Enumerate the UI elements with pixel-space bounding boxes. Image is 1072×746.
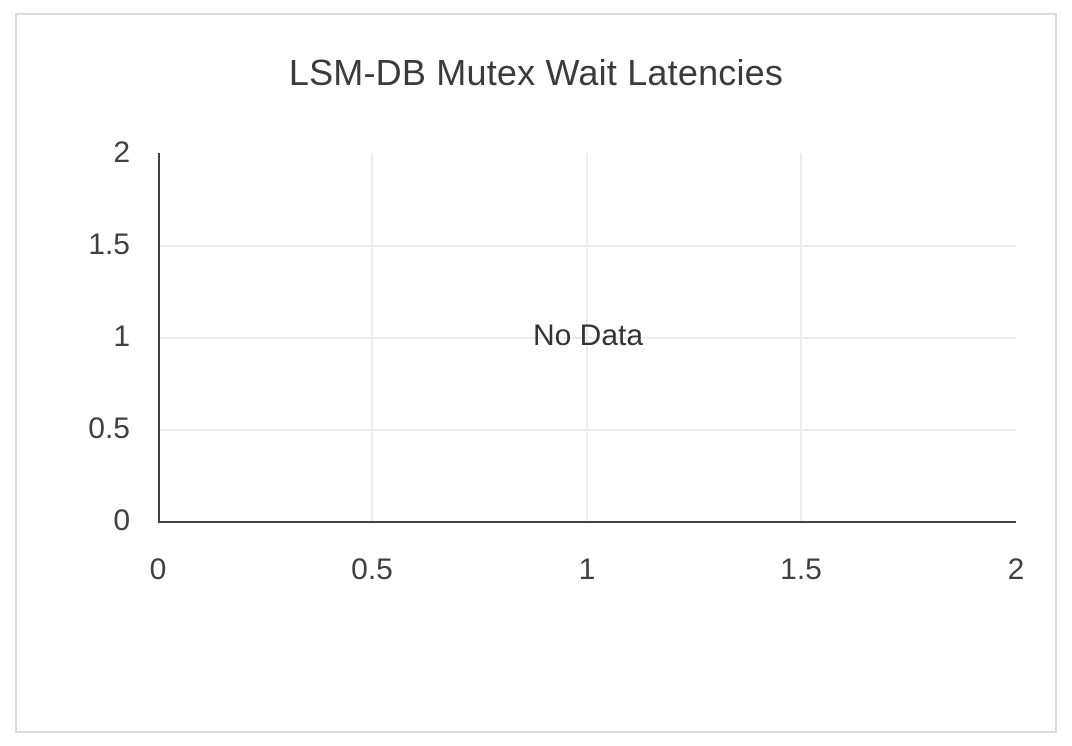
- gridline-y-0.5: [160, 429, 1016, 431]
- gridline-y-1: [160, 337, 1016, 339]
- y-tick-label: 1.5: [88, 228, 130, 261]
- no-data-label: No Data: [532, 319, 644, 352]
- x-tick-label: 0.5: [351, 553, 393, 586]
- chart-card: [15, 13, 1057, 733]
- x-tick-label: 2: [1007, 553, 1025, 586]
- y-tick-label: 0: [113, 504, 130, 537]
- gridline-y-1.5: [160, 245, 1016, 247]
- plot-area: No Data: [160, 153, 1016, 519]
- x-tick-label: 1.5: [780, 553, 822, 586]
- x-tick-label: 0: [149, 553, 167, 586]
- y-tick-label: 2: [113, 136, 130, 169]
- y-tick-label: 0.5: [88, 412, 130, 445]
- y-tick-label: 1: [113, 320, 130, 353]
- chart-title: LSM-DB Mutex Wait Latencies: [288, 52, 784, 93]
- x-tick-label: 1: [578, 553, 596, 586]
- x-axis-line: [158, 521, 1016, 523]
- y-axis-line: [158, 153, 160, 523]
